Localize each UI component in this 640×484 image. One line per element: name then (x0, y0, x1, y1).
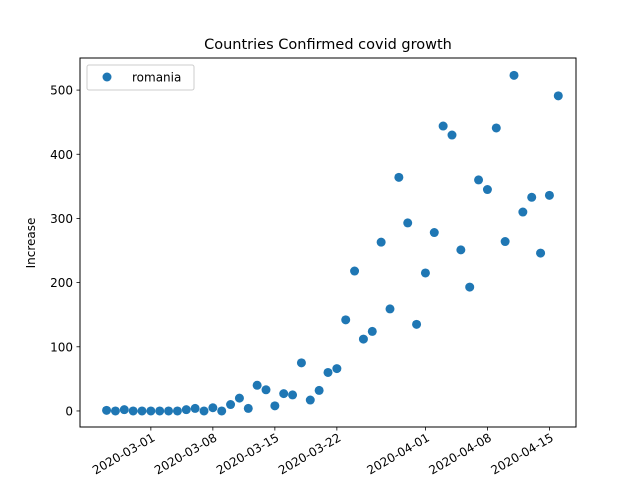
legend-entry-romania: romania (132, 71, 181, 85)
y-tick-label: 0 (65, 404, 73, 418)
data-point (527, 192, 537, 202)
data-point (110, 406, 120, 416)
data-point (323, 367, 333, 377)
data-point (314, 385, 324, 395)
data-point (438, 121, 448, 131)
legend-marker-romania (102, 72, 112, 82)
data-point (350, 266, 360, 276)
data-point (420, 268, 430, 278)
y-tick-label: 100 (50, 340, 73, 354)
data-point (376, 237, 386, 247)
data-point (412, 319, 422, 329)
legend-box (86, 64, 195, 91)
data-point (456, 245, 466, 255)
y-tick-label: 500 (50, 84, 73, 98)
data-point (394, 172, 404, 182)
data-point (155, 406, 165, 416)
data-point (429, 228, 439, 238)
data-point (544, 190, 554, 200)
data-point (509, 70, 519, 80)
y-tick-label: 400 (50, 148, 73, 162)
data-point (305, 395, 315, 405)
data-point (234, 393, 244, 403)
y-tick-label: 200 (50, 276, 73, 290)
data-point (181, 405, 191, 415)
data-point (261, 385, 271, 395)
data-point (172, 406, 182, 416)
data-point (332, 364, 342, 374)
data-point (482, 185, 492, 195)
data-point (217, 406, 227, 416)
data-point (252, 380, 262, 390)
data-point (474, 175, 484, 185)
data-point (270, 401, 280, 411)
data-point (447, 130, 457, 140)
y-tick-label: 300 (50, 212, 73, 226)
data-point (288, 390, 298, 400)
data-point (199, 406, 209, 416)
data-point (164, 406, 174, 416)
y-axis-label: Increase (24, 218, 38, 269)
data-point (146, 406, 156, 416)
data-point (296, 358, 306, 368)
data-point (137, 406, 147, 416)
data-point (465, 282, 475, 292)
data-point (341, 315, 351, 325)
data-point (518, 207, 528, 217)
data-point (208, 403, 218, 413)
data-point (226, 400, 236, 410)
data-point (279, 389, 289, 399)
data-point (367, 326, 377, 336)
plot-frame (79, 57, 577, 428)
data-point (385, 304, 395, 314)
data-point (491, 123, 501, 133)
data-point (102, 405, 112, 415)
data-point (190, 403, 200, 413)
data-point (403, 218, 413, 228)
data-point (536, 248, 546, 258)
legend: romania (86, 64, 195, 91)
data-point (500, 237, 510, 247)
data-point (128, 406, 138, 416)
data-point (243, 403, 253, 413)
data-point (553, 91, 563, 101)
data-point (119, 405, 129, 415)
data-point (358, 334, 368, 344)
chart-title: Countries Confirmed covid growth (204, 37, 452, 53)
